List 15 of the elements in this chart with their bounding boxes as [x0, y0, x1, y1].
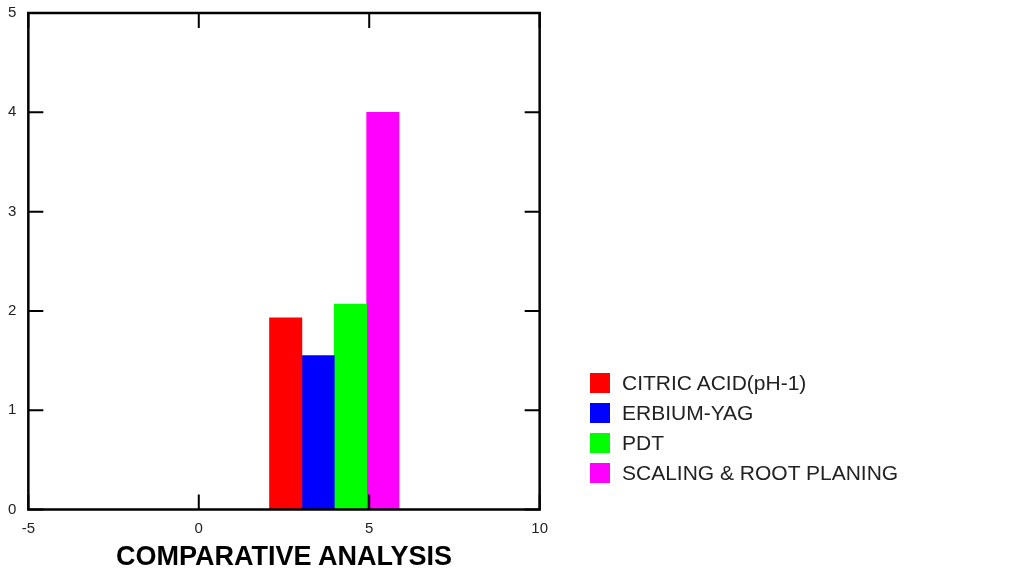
x-axis-title: COMPARATIVE ANALYSIS	[115, 541, 453, 572]
x-tick-label: 10	[531, 518, 548, 536]
y-tick-label: 4	[8, 102, 17, 120]
y-tick-label: 3	[8, 201, 17, 219]
x-tick-label: 0	[194, 518, 203, 536]
x-tick-label: 5	[365, 518, 374, 536]
legend-label: CITRIC ACID(pH-1)	[622, 371, 807, 395]
y-tick-label: 5	[8, 3, 17, 21]
y-tick-label: 2	[8, 301, 17, 319]
y-tick-label: 1	[8, 400, 17, 418]
y-tick-label: 0	[8, 499, 17, 517]
x-tick-label: -5	[21, 518, 36, 536]
legend-label: PDT	[622, 431, 664, 455]
legend-label: ERBIUM-YAG	[622, 401, 754, 425]
legend-label: SCALING & ROOT PLANING	[622, 461, 899, 485]
